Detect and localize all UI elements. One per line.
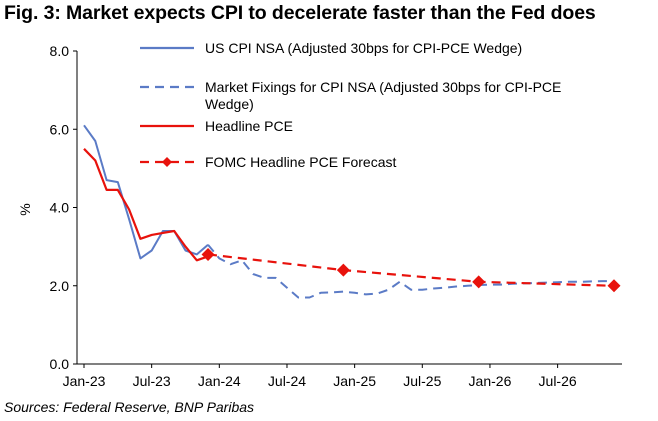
axes: 0.0 2.0 4.0 6.0 8.0% Jan-23 Jul-23 Jan-24 Jul-24… — [17, 43, 622, 389]
legend-label-1: US CPI NSA (Adjusted 30bps for CPI-PCE W… — [205, 40, 522, 56]
series-line-3 — [83, 148, 209, 262]
chart-title: Fig. 3: Market expects CPI to decelerate… — [4, 2, 596, 24]
series-line-1 — [83, 124, 209, 260]
series-layer — [83, 124, 621, 299]
legend-label-3: Headline PCE — [205, 118, 293, 134]
y-tick-label: 2.0 — [50, 278, 70, 294]
x-tick-label: Jan-26 — [469, 373, 512, 389]
legend-label-2: Market Fixings for CPI NSA (Adjusted 30b… — [205, 79, 561, 112]
x-tick-label: Jan-25 — [333, 373, 376, 389]
legend-marker — [162, 157, 172, 167]
series-line-4 — [207, 253, 615, 287]
forecast-marker — [336, 263, 350, 277]
x-tick-label: Jul-26 — [539, 373, 577, 389]
x-tick-label: Jul-24 — [268, 373, 306, 389]
series-line-2 — [207, 244, 614, 299]
y-tick-label: 4.0 — [50, 200, 70, 216]
source-note: Sources: Federal Reserve, BNP Paribas — [4, 399, 255, 415]
y-tick-label: 6.0 — [50, 121, 70, 137]
forecast-marker — [472, 275, 486, 289]
x-tick-label: Jul-23 — [133, 373, 171, 389]
y-tick-label: 8.0 — [50, 43, 70, 59]
legend: US CPI NSA (Adjusted 30bps for CPI-PCE W… — [140, 40, 561, 170]
x-tick-label: Jan-24 — [198, 373, 241, 389]
x-tick-label: Jul-25 — [403, 373, 441, 389]
legend-label-4: FOMC Headline PCE Forecast — [205, 154, 397, 170]
forecast-marker — [201, 247, 215, 261]
x-tick-label: Jan-23 — [63, 373, 106, 389]
y-tick-label: 0.0 — [50, 356, 70, 372]
forecast-marker — [607, 279, 621, 293]
y-axis-label: % — [17, 203, 33, 215]
